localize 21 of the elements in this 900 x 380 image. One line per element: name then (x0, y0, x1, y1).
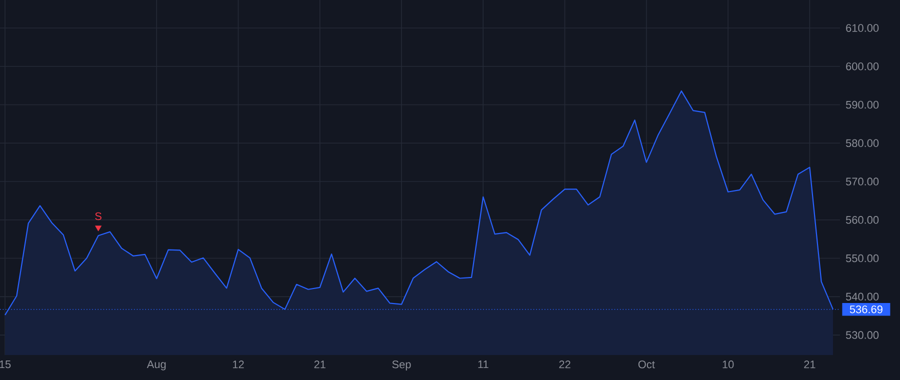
y-tick-label: 580.00 (846, 139, 879, 148)
x-tick-label: 22 (559, 360, 570, 368)
y-tick-label: 540.00 (846, 292, 879, 301)
x-tick-label: Sep (392, 360, 411, 370)
y-tick-label: 530.00 (846, 331, 879, 339)
y-tick-label: 610.00 (846, 24, 879, 32)
x-tick-label: 10 (722, 360, 734, 368)
y-tick-label: 600.00 (846, 62, 879, 70)
x-tick-label: 12 (232, 360, 244, 368)
y-tick-label: 560.00 (846, 216, 879, 224)
x-tick-label: 11 (478, 360, 488, 368)
y-tick-label: 570.00 (846, 178, 879, 186)
ref-line-label: 536.69 (850, 306, 882, 314)
y-tick-label: 590.00 (846, 100, 879, 109)
x-tick-label: 15 (0, 360, 11, 368)
x-tick-label: 21 (804, 360, 816, 368)
x-tick-label: 21 (314, 360, 326, 368)
x-tick-label: Aug (146, 360, 166, 370)
x-tick-label: Oct (638, 360, 655, 368)
y-tick-label: 550.00 (846, 254, 879, 262)
data-label: S (95, 212, 102, 220)
